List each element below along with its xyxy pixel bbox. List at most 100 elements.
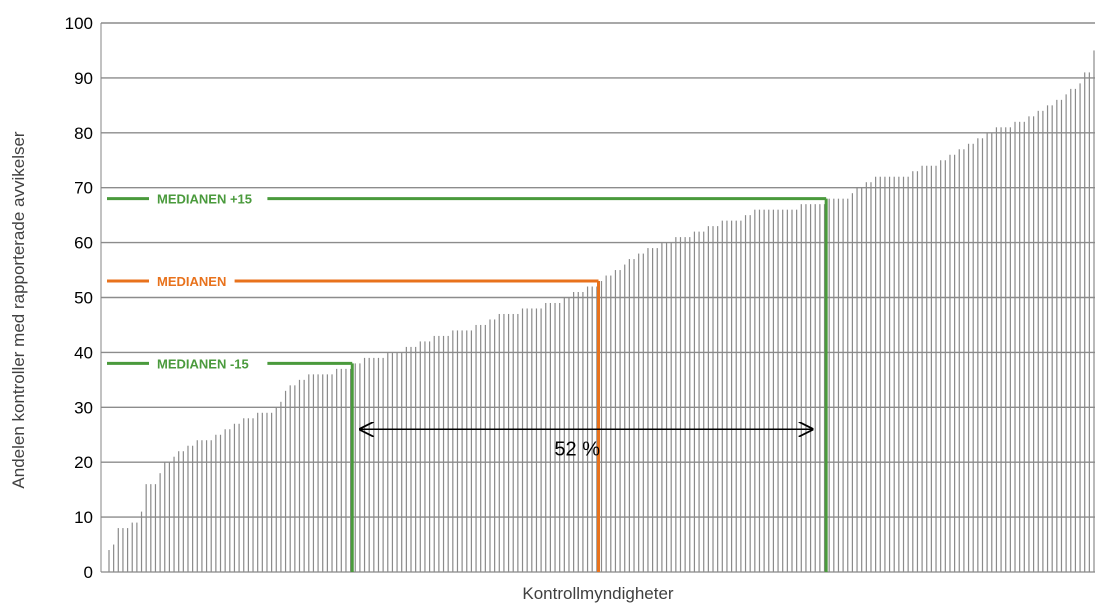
bar bbox=[995, 127, 998, 572]
bar bbox=[726, 220, 728, 572]
bar bbox=[1000, 127, 1002, 572]
bar bbox=[707, 226, 709, 572]
bar bbox=[1014, 121, 1016, 572]
bar bbox=[624, 264, 626, 572]
bar bbox=[336, 368, 338, 572]
bar bbox=[145, 484, 147, 572]
span-label: 52 % bbox=[554, 438, 600, 460]
bar bbox=[703, 231, 705, 572]
bar bbox=[921, 165, 923, 573]
bar bbox=[782, 209, 784, 572]
bar bbox=[136, 522, 138, 572]
bar bbox=[916, 171, 919, 573]
bar bbox=[614, 270, 617, 572]
bar bbox=[294, 385, 296, 572]
bar bbox=[758, 209, 761, 572]
bar bbox=[796, 209, 798, 572]
bar bbox=[763, 209, 765, 572]
bar bbox=[275, 407, 277, 572]
bar bbox=[108, 550, 110, 572]
bar bbox=[470, 330, 473, 572]
bar bbox=[1093, 50, 1095, 572]
bar bbox=[898, 176, 900, 572]
bar bbox=[949, 154, 951, 572]
bar bbox=[173, 456, 175, 572]
bar bbox=[1023, 121, 1025, 572]
bar bbox=[484, 324, 486, 572]
bar bbox=[768, 209, 770, 572]
bar bbox=[289, 385, 291, 572]
bar bbox=[401, 352, 403, 572]
bar bbox=[805, 204, 807, 573]
bar bbox=[159, 473, 161, 572]
bar bbox=[229, 429, 231, 572]
bar bbox=[345, 368, 347, 572]
bar bbox=[684, 237, 686, 573]
reference-line-label: MEDIANEN bbox=[157, 274, 226, 289]
bar bbox=[526, 308, 528, 572]
bar bbox=[837, 198, 840, 572]
bar bbox=[178, 451, 180, 572]
bar bbox=[698, 231, 700, 572]
bar bbox=[187, 445, 189, 572]
bar bbox=[717, 226, 719, 572]
bar bbox=[540, 308, 542, 572]
bar bbox=[582, 292, 584, 572]
bar bbox=[930, 165, 932, 573]
bar bbox=[257, 412, 259, 572]
bar bbox=[503, 313, 505, 572]
bar bbox=[382, 357, 384, 572]
bar bbox=[192, 445, 194, 572]
bar bbox=[940, 160, 942, 572]
bar bbox=[712, 226, 714, 572]
bar bbox=[577, 292, 579, 572]
bar bbox=[219, 434, 222, 572]
bar bbox=[954, 154, 956, 572]
bar bbox=[907, 176, 909, 572]
bar bbox=[322, 374, 324, 572]
bar bbox=[182, 451, 184, 572]
bar bbox=[168, 462, 171, 572]
bar bbox=[888, 176, 891, 572]
bar bbox=[879, 176, 881, 572]
bar bbox=[772, 209, 775, 572]
bar bbox=[391, 352, 394, 572]
bar bbox=[730, 220, 733, 572]
bar bbox=[958, 149, 960, 572]
bar bbox=[122, 528, 124, 572]
bar bbox=[847, 198, 849, 572]
bar bbox=[201, 440, 203, 572]
bar bbox=[814, 204, 816, 573]
bar bbox=[809, 204, 812, 573]
bar bbox=[415, 346, 417, 572]
bar bbox=[628, 259, 630, 572]
bar bbox=[735, 220, 737, 572]
bar bbox=[1088, 72, 1090, 572]
bar bbox=[870, 182, 872, 572]
bar bbox=[140, 511, 143, 572]
bar bbox=[387, 352, 389, 572]
bar bbox=[340, 368, 342, 572]
bar bbox=[428, 341, 431, 572]
bar bbox=[317, 374, 319, 572]
bar bbox=[693, 231, 696, 572]
reference-line-label: MEDIANEN -15 bbox=[157, 356, 249, 371]
bar bbox=[689, 237, 691, 573]
bar bbox=[842, 198, 844, 572]
y-tick-label: 0 bbox=[84, 563, 93, 582]
y-tick-labels: 0 10 20 30 40 50 60 70 80 90 100 bbox=[65, 14, 93, 582]
bar bbox=[573, 292, 575, 572]
bar bbox=[261, 412, 263, 572]
bar bbox=[600, 281, 603, 572]
bar bbox=[740, 220, 742, 572]
bar bbox=[126, 528, 129, 572]
reference-line-label: MEDIANEN +15 bbox=[157, 192, 252, 207]
bar bbox=[861, 187, 863, 572]
bar bbox=[210, 440, 212, 572]
bar bbox=[981, 138, 984, 573]
bar bbox=[247, 418, 249, 572]
bar bbox=[405, 346, 407, 572]
bar bbox=[1065, 94, 1067, 573]
bar bbox=[777, 209, 779, 572]
bar bbox=[480, 324, 482, 572]
